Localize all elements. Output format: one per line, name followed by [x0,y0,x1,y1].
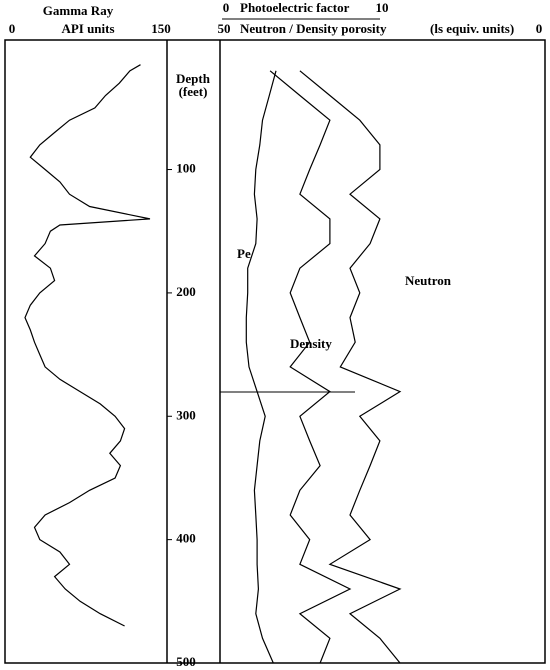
log-curve [269,70,352,664]
x-tick-label: 150 [151,21,171,36]
track-unit: API units [61,21,114,36]
track-title: Photoelectric factor [240,0,350,15]
log-curve [299,70,402,664]
track-unit: (ls equiv. units) [430,21,514,36]
x2-tick-label: 10 [376,0,389,15]
y-tick-label: 500 [176,654,196,669]
log-curve [245,70,277,664]
depth-label: Depth [176,71,211,86]
track-title: Neutron / Density porosity [240,21,387,36]
frame [4,39,546,664]
depth-unit: (feet) [179,84,208,99]
y-tick-label: 200 [176,284,196,299]
track-title: Gamma Ray [43,3,114,18]
y-tick-label: 300 [176,407,196,422]
x-tick-label: 0 [536,21,543,36]
x-tick-label: 50 [218,21,231,36]
log-curve [24,64,151,627]
x-tick-label: 0 [9,21,16,36]
curve-label: Neutron [405,273,452,288]
x2-tick-label: 0 [223,0,230,15]
y-tick-label: 400 [176,531,196,546]
curve-label: Density [290,336,332,351]
curve-label: Pe [237,246,251,261]
y-tick-label: 100 [176,161,196,176]
